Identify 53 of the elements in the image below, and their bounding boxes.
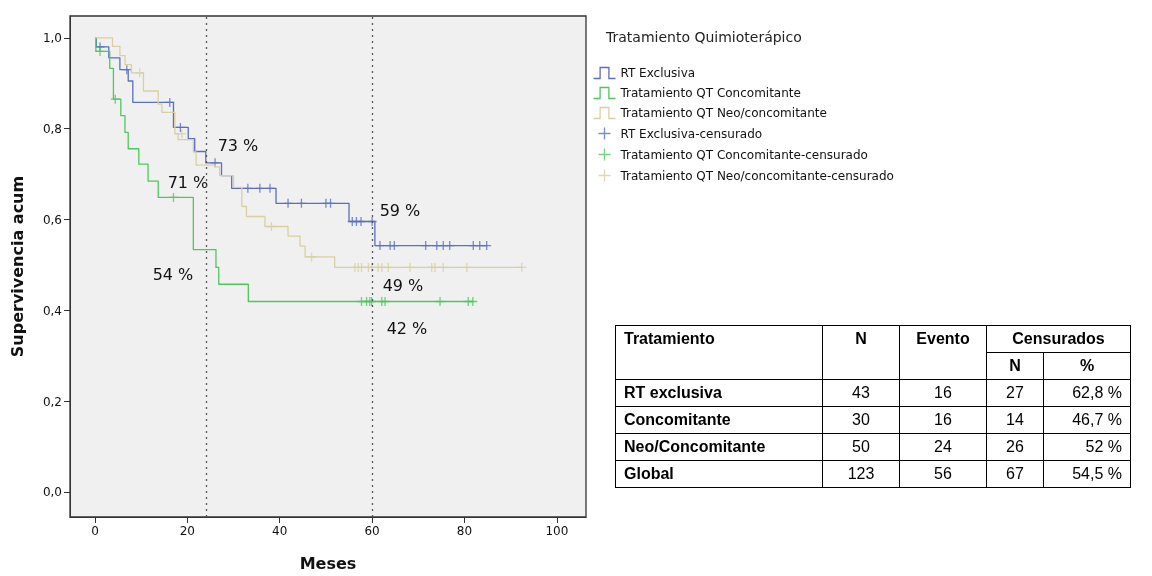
y-tick-label: 0,8 — [42, 121, 62, 136]
text: 67 — [986, 460, 1044, 488]
text: % — [1043, 352, 1131, 380]
x-tick-label: 80 — [456, 524, 473, 538]
text: N — [986, 352, 1044, 380]
text: Tratamiento — [615, 325, 823, 380]
text: 43 — [822, 379, 900, 407]
text: 30 — [822, 406, 900, 434]
annotation: 73 % — [217, 135, 259, 155]
annotation: 42 % — [386, 318, 428, 338]
text: N — [822, 325, 900, 380]
y-tick-label: 0,6 — [42, 212, 62, 227]
x-tick-label: 100 — [545, 524, 569, 538]
x-axis-title: Meses — [299, 553, 357, 573]
annotation: 59 % — [379, 200, 421, 220]
text: 14 — [986, 406, 1044, 434]
y-tick-label: 0,2 — [42, 394, 62, 409]
text: 50 — [822, 433, 900, 461]
text: 16 — [899, 379, 987, 407]
text: Concomitante — [615, 406, 823, 434]
text: 62,8 % — [1043, 379, 1131, 407]
x-tick-label: 60 — [364, 524, 380, 538]
text: 26 — [986, 433, 1044, 461]
text: 27 — [986, 379, 1044, 407]
text: Censurados — [986, 325, 1131, 353]
x-tick-label: 0 — [91, 524, 99, 538]
text: 46,7 % — [1043, 406, 1131, 434]
text: 56 — [899, 460, 987, 488]
text: RT exclusiva — [615, 379, 823, 407]
legend-label: Tratamiento QT Neo/concomitante — [619, 106, 827, 120]
text: 54,5 % — [1043, 460, 1131, 488]
text: Evento — [899, 325, 987, 380]
legend-label: Tratamiento QT Concomitante — [619, 86, 801, 100]
annotation: 71 % — [167, 172, 209, 192]
y-tick-label: 1,0 — [42, 30, 62, 45]
annotation: 54 % — [152, 264, 194, 284]
legend-label: RT Exclusiva-censurado — [620, 126, 763, 141]
text: Neo/Concomitante — [615, 433, 823, 461]
x-tick-label: 40 — [272, 524, 288, 538]
legend-label: Tratamiento QT Neo/concomitante-censurado — [619, 168, 894, 183]
legend-label: RT Exclusiva — [620, 66, 696, 80]
legend-label: Tratamiento QT Concomitante-censurado — [619, 147, 868, 162]
text: 123 — [822, 460, 900, 488]
y-tick-label: 0,4 — [42, 303, 62, 318]
x-tick-label: 20 — [179, 524, 195, 538]
y-axis-title: Supervivencia acum — [7, 175, 27, 358]
text: 24 — [899, 433, 987, 461]
legend-title: Tratamiento Quimioterápico — [605, 29, 802, 45]
y-tick-label: 0,0 — [42, 485, 62, 500]
text: Global — [615, 460, 823, 488]
text: 16 — [899, 406, 987, 434]
annotation: 49 % — [382, 275, 424, 295]
text: 52 % — [1043, 433, 1131, 461]
